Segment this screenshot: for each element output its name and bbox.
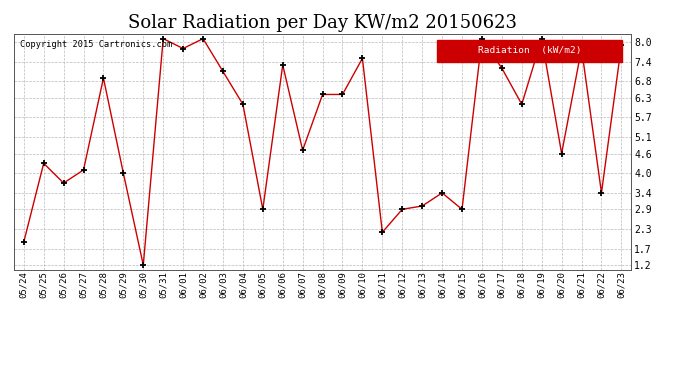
FancyBboxPatch shape xyxy=(437,40,622,62)
Text: Copyright 2015 Cartronics.com: Copyright 2015 Cartronics.com xyxy=(20,40,172,49)
Text: Radiation  (kW/m2): Radiation (kW/m2) xyxy=(477,46,581,56)
Title: Solar Radiation per Day KW/m2 20150623: Solar Radiation per Day KW/m2 20150623 xyxy=(128,14,517,32)
